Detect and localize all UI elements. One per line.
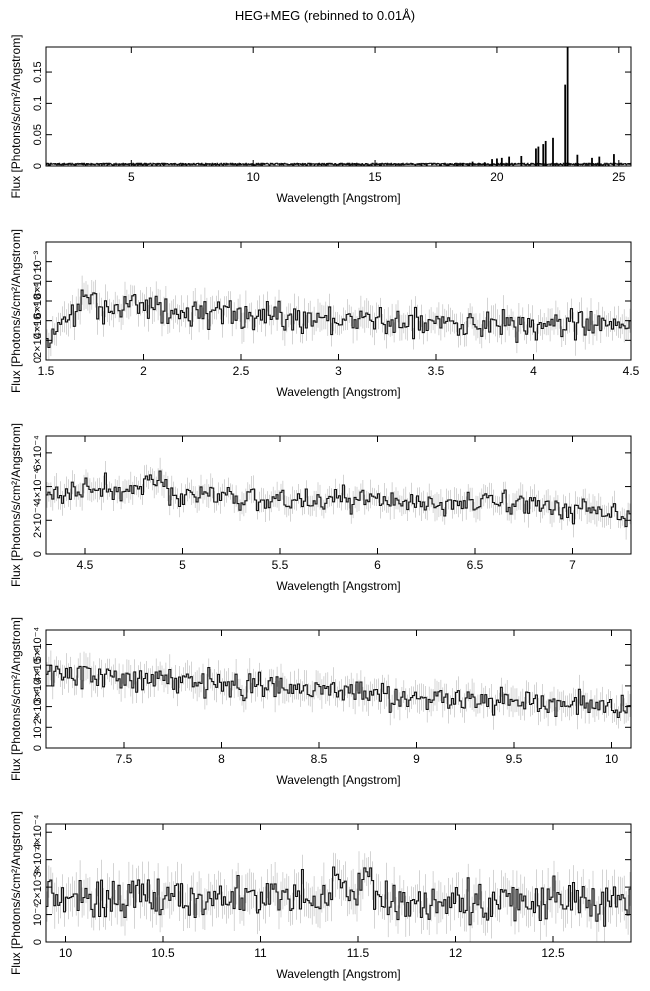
x-tick-label: 12 <box>449 946 463 960</box>
y-tick-label: 0.05 <box>32 124 44 145</box>
x-tick-label: 8.5 <box>311 752 328 766</box>
x-tick-label: 10 <box>59 946 73 960</box>
flux-series <box>46 470 631 528</box>
flux-series <box>46 162 631 166</box>
y-tick-label: 10⁻³ <box>32 251 44 273</box>
x-tick-label: 4.5 <box>623 364 640 378</box>
x-tick-label: 25 <box>612 170 626 184</box>
y-tick-label: 3×10⁻⁴ <box>32 668 44 704</box>
x-tick-label: 2.5 <box>233 364 250 378</box>
y-tick-label: 6×10⁻⁴ <box>32 283 44 319</box>
y-tick-label: 3×10⁻⁴ <box>32 842 44 878</box>
panel-5: 10 10.5 11 11.5 12 12.5 0 10⁻⁴2×10⁻⁴3×10⁻⁴4×10⁻… <box>9 811 632 981</box>
y-tick-label: 8×10⁻⁴ <box>32 263 44 299</box>
y-tick-label: 6×10⁻⁴ <box>32 435 44 471</box>
y-tick-label: 4×10⁻⁴ <box>32 814 44 850</box>
figure-title: HEG+MEG (rebinned to 0.01Å) <box>234 8 416 23</box>
y-tick-label: 0 <box>32 551 44 557</box>
x-tick-label: 12.5 <box>541 946 565 960</box>
y-tick-label: 0 <box>32 357 44 363</box>
y-tick-label: 2×10⁻⁴ <box>32 322 44 358</box>
plot-frame <box>45 823 632 943</box>
y-tick-label: 0.1 <box>32 96 44 111</box>
y-tick-label: 2×10⁻⁴ <box>32 689 44 725</box>
x-axis-label: Wavelength [Angstrom] <box>276 967 400 981</box>
y-axis-label: Flux [Photons/s/cm²/Angstrom] <box>9 229 23 393</box>
y-tick-label: 0 <box>32 939 44 945</box>
x-tick-label: 7.5 <box>116 752 133 766</box>
x-tick-label: 6.5 <box>467 558 484 572</box>
panel-2: 1.5 2 2.5 3 3.5 4 4.5 02×10⁻⁴4×10⁻⁴6×10⁻⁴8×10⁻⁴… <box>9 229 640 399</box>
plot-area <box>46 851 631 942</box>
flux-series <box>46 866 631 927</box>
y-tick-label: 2×10⁻⁴ <box>32 502 44 538</box>
plot-frame <box>45 241 632 361</box>
x-axis-label: Wavelength [Angstrom] <box>276 385 400 399</box>
x-tick-label: 11 <box>254 946 267 960</box>
x-tick-label: 20 <box>490 170 504 184</box>
plot-area <box>46 275 631 360</box>
x-tick-label: 6 <box>374 558 381 572</box>
x-tick-label: 4.5 <box>77 558 94 572</box>
x-tick-label: 3 <box>335 364 342 378</box>
x-tick-label: 5.5 <box>272 558 289 572</box>
x-tick-label: 1.5 <box>38 364 55 378</box>
y-tick-label: 4×10⁻⁴ <box>32 469 44 505</box>
plot-area <box>46 457 631 540</box>
x-tick-label: 10 <box>605 752 619 766</box>
y-tick-label: 5×10⁻⁴ <box>32 627 44 663</box>
x-axis-label: Wavelength [Angstrom] <box>276 579 400 593</box>
panel-1: 5 10 15 20 25 0 0.05 0.1 0.15 Wavelength [Angstro… <box>9 34 632 205</box>
x-tick-label: 5 <box>128 170 135 184</box>
error-bars <box>46 851 631 942</box>
y-tick-label: 0.15 <box>32 61 44 82</box>
x-axis-label: Wavelength [Angstrom] <box>276 773 400 787</box>
flux-series <box>46 664 631 719</box>
plot-frame <box>45 629 632 749</box>
x-tick-label: 2 <box>140 364 147 378</box>
y-tick-label: 10⁻⁴ <box>32 903 44 926</box>
y-axis-label: Flux [Photons/s/cm²/Angstrom] <box>9 34 23 198</box>
x-tick-label: 8 <box>218 752 225 766</box>
error-bars <box>46 275 631 360</box>
error-bars <box>46 650 631 730</box>
flux-series <box>46 289 631 349</box>
x-tick-label: 3.5 <box>428 364 445 378</box>
y-axis-label: Flux [Photons/s/cm²/Angstrom] <box>9 617 23 781</box>
panel-4: 7.5 8 8.5 9 9.5 10 0 10⁻⁴2×10⁻⁴3×10⁻⁴4×10⁻⁴5×10… <box>9 617 632 787</box>
y-tick-label: 0 <box>32 163 44 169</box>
x-axis-label: Wavelength [Angstrom] <box>276 191 400 205</box>
plot-frame <box>45 46 632 167</box>
x-tick-label: 4 <box>530 364 537 378</box>
plot-frame <box>45 435 632 555</box>
x-tick-label: 7 <box>569 558 576 572</box>
x-tick-label: 5 <box>179 558 186 572</box>
y-axis-label: Flux [Photons/s/cm²/Angstrom] <box>9 811 23 975</box>
x-tick-label: 11.5 <box>347 946 370 960</box>
panel-3: 4.5 5 5.5 6 6.5 7 0 2×10⁻⁴4×10⁻⁴6×10⁻⁴ Wavelengt… <box>9 423 632 593</box>
y-tick-label: 2×10⁻⁴ <box>32 869 44 905</box>
error-bars <box>46 457 631 540</box>
x-tick-label: 9 <box>413 752 420 766</box>
y-tick-label: 10⁻⁴ <box>32 716 44 739</box>
x-tick-label: 10.5 <box>151 946 175 960</box>
plot-area <box>46 650 631 730</box>
y-tick-label: 4×10⁻⁴ <box>32 303 44 339</box>
y-tick-label: 4×10⁻⁴ <box>32 647 44 683</box>
y-axis-label: Flux [Photons/s/cm²/Angstrom] <box>9 423 23 587</box>
y-tick-label: 0 <box>32 745 44 751</box>
plot-area <box>46 47 631 166</box>
x-tick-label: 9.5 <box>506 752 523 766</box>
x-tick-label: 15 <box>368 170 382 184</box>
x-tick-label: 10 <box>247 170 261 184</box>
